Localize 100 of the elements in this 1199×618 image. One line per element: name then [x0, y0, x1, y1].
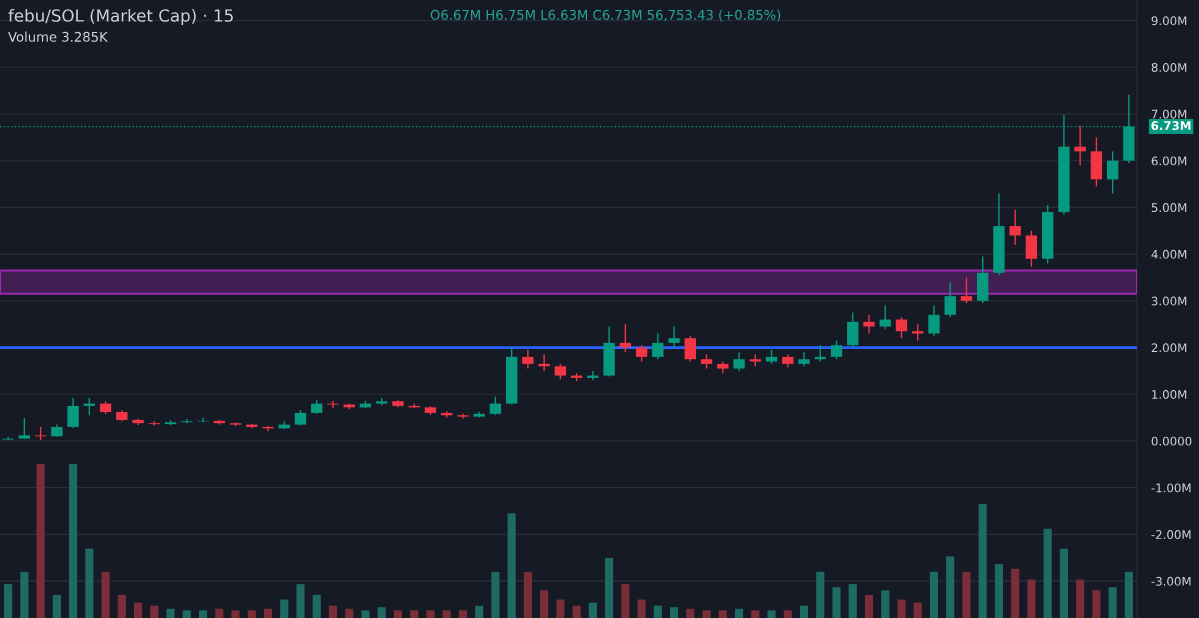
bar	[605, 557, 614, 618]
bar	[20, 571, 29, 618]
candlestick	[863, 314, 875, 335]
bar	[881, 590, 890, 618]
annotation: O6.67M H6.75M L6.63M C6.73M 56,753.43 (+0.85%)	[430, 9, 781, 22]
bar	[198, 610, 208, 618]
bar	[1124, 571, 1133, 618]
y-tick-label: 5.00M	[1151, 203, 1187, 213]
bar	[296, 584, 305, 618]
bar	[523, 571, 532, 618]
bar	[312, 594, 321, 618]
candlestick	[879, 304, 891, 330]
y-tick-label: -3.00M	[1151, 576, 1191, 586]
bar	[962, 571, 971, 618]
bar	[182, 610, 191, 618]
candlestick	[67, 397, 79, 429]
annotation: Volume 3.285K	[8, 31, 108, 42]
bar	[702, 610, 711, 618]
bar	[767, 610, 776, 618]
bar	[69, 464, 78, 618]
candlestick	[847, 311, 859, 349]
bar	[588, 602, 597, 618]
bar	[134, 602, 143, 618]
y-tick-label: 0.0000	[1151, 436, 1192, 446]
bar	[345, 608, 354, 618]
bar	[426, 610, 435, 618]
bar	[247, 610, 256, 618]
bar	[686, 608, 695, 618]
bar	[637, 599, 646, 618]
candlestick	[489, 395, 502, 416]
candlestick	[1025, 230, 1038, 268]
bar	[897, 599, 906, 618]
bar	[101, 571, 110, 618]
bar	[1092, 590, 1101, 618]
candlestick	[960, 276, 973, 304]
y-tick-label: 9.00M	[1151, 16, 1187, 26]
y-tick-label: 4.00M	[1151, 249, 1187, 259]
candlestick	[944, 281, 956, 318]
bar	[4, 584, 13, 618]
bar	[410, 610, 419, 618]
bar	[36, 464, 45, 618]
candlestick	[1106, 150, 1119, 195]
bar	[734, 608, 744, 618]
candlestick	[2, 436, 14, 441]
candlestick	[327, 400, 339, 409]
bar	[1059, 548, 1068, 618]
bar	[913, 602, 922, 618]
bar	[816, 571, 825, 618]
y-tick-label: 1.00M	[1152, 389, 1187, 399]
bar	[572, 605, 581, 618]
bar	[491, 571, 500, 618]
y-tick-label: 6.00M	[1151, 156, 1187, 166]
bar	[150, 605, 159, 618]
bar	[946, 556, 955, 618]
bar	[52, 594, 61, 618]
y-tick-label: 8.00M	[1151, 62, 1187, 72]
bar	[215, 608, 224, 618]
bar	[361, 610, 370, 618]
candlestick	[684, 335, 697, 363]
bar	[621, 584, 630, 618]
bar	[1027, 579, 1036, 618]
bar	[1011, 568, 1020, 618]
bar	[280, 599, 289, 618]
bar	[799, 605, 809, 618]
bar	[783, 610, 792, 618]
text: febu/SOL (Market Cap) · 15	[8, 8, 233, 26]
bar	[475, 605, 484, 618]
bar	[864, 594, 874, 618]
bar	[718, 610, 727, 618]
bar	[978, 504, 987, 618]
bar	[994, 564, 1003, 618]
candlestick	[1009, 209, 1021, 246]
y-tick-label: -2.00M	[1151, 530, 1191, 540]
bar	[751, 610, 760, 618]
bar	[442, 610, 451, 618]
candlestick	[457, 413, 469, 420]
bar	[231, 610, 240, 618]
candlestick	[652, 332, 664, 360]
bar	[832, 587, 841, 618]
bar	[540, 590, 549, 618]
candlestick	[733, 351, 745, 372]
ref-line-label: 6.73M	[1151, 121, 1191, 131]
bar	[166, 608, 175, 618]
candlestick	[928, 304, 940, 337]
y-tick-label: 7.00M	[1151, 109, 1187, 119]
bar	[929, 571, 939, 618]
candlestick	[522, 349, 534, 370]
bar	[328, 605, 338, 618]
bar	[1108, 587, 1117, 618]
candlestick	[619, 323, 632, 353]
bar	[458, 610, 467, 618]
candlestick	[1074, 124, 1086, 167]
bar	[1076, 579, 1085, 618]
y-tick-label: -1.00M	[1151, 483, 1191, 493]
bar	[556, 599, 565, 618]
bar	[1043, 528, 1052, 618]
candlestick	[895, 316, 908, 339]
candlestick	[668, 325, 680, 349]
bar	[263, 608, 273, 618]
y-tick-label: 2.00M	[1151, 343, 1187, 353]
